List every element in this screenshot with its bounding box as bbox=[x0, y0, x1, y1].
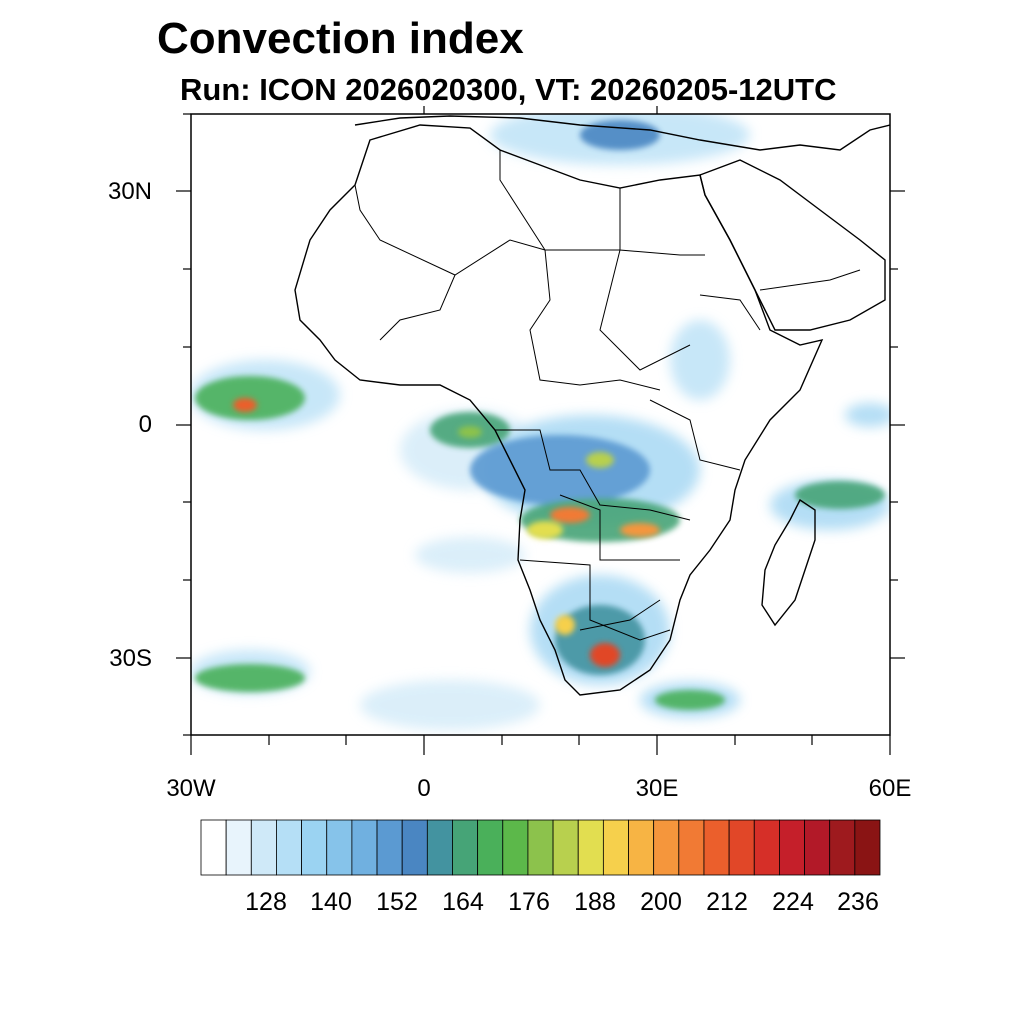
border-11 bbox=[579, 599, 661, 631]
field-ethiopia bbox=[670, 320, 730, 400]
colorbar-label-2: 152 bbox=[376, 888, 418, 916]
field-south-atlantic bbox=[415, 537, 525, 573]
colorbar-label-6: 200 bbox=[640, 888, 682, 916]
lat-label-30s: 30S bbox=[109, 645, 152, 672]
hotspot-angola bbox=[527, 521, 563, 539]
colorbar-swatch-8 bbox=[401, 819, 428, 876]
colorbar-swatch-24 bbox=[804, 819, 831, 876]
colorbar-swatch-0 bbox=[200, 819, 227, 876]
lon-label-60e: 60E bbox=[868, 775, 912, 802]
field-se-core bbox=[655, 690, 725, 710]
colorbar-swatch-3 bbox=[276, 819, 302, 876]
coastlines bbox=[294, 115, 890, 696]
colorbar-swatch-13 bbox=[527, 819, 554, 876]
colorbar-swatch-11 bbox=[477, 819, 504, 876]
chart-subtitle: Run: ICON 2026020300, VT: 20260205-12UTC bbox=[180, 72, 837, 107]
field-indian-ocean bbox=[845, 403, 890, 427]
border-3 bbox=[619, 188, 705, 256]
colorbar-swatch-10 bbox=[452, 819, 479, 876]
border-7 bbox=[495, 429, 691, 521]
hotspot-malawi bbox=[620, 523, 660, 537]
colorbar-swatch-21 bbox=[728, 819, 755, 876]
colorbar-swatch-15 bbox=[577, 819, 604, 876]
colorbar-label-7: 212 bbox=[706, 888, 748, 916]
colorbar-label-3: 164 bbox=[442, 888, 484, 916]
colorbar-swatch-9 bbox=[426, 819, 453, 876]
colorbar-swatch-5 bbox=[326, 819, 353, 876]
colorbar-swatch-7 bbox=[376, 819, 403, 876]
colorbar-label-8: 224 bbox=[772, 888, 814, 916]
colorbar-swatch-16 bbox=[602, 819, 629, 876]
border-9 bbox=[559, 494, 680, 561]
lon-label-30w: 30W bbox=[166, 775, 216, 802]
convection-field bbox=[191, 114, 890, 730]
border-6 bbox=[599, 249, 691, 371]
colorbar-swatch-26 bbox=[854, 819, 881, 876]
lat-label-30n: 30N bbox=[107, 178, 152, 205]
chart-title: Convection index bbox=[157, 14, 524, 63]
lon-label-0: 0 bbox=[417, 775, 431, 802]
hotspot-zambia bbox=[550, 507, 590, 523]
colorbar-swatch-23 bbox=[779, 819, 805, 876]
colorbar-label-5: 188 bbox=[574, 888, 616, 916]
colorbar-swatch-1 bbox=[225, 819, 252, 876]
border-10 bbox=[649, 399, 741, 471]
lon-label-30e: 30E bbox=[635, 775, 679, 802]
colorbar-swatch-22 bbox=[753, 819, 780, 876]
hotspot-south-africa bbox=[590, 643, 620, 667]
field-madagascar-core bbox=[795, 481, 885, 509]
border-12 bbox=[699, 294, 761, 331]
field-south-ocean bbox=[360, 680, 540, 730]
axis-ticks bbox=[176, 106, 905, 755]
hotspot-gabon bbox=[458, 426, 482, 438]
border-8 bbox=[519, 559, 671, 641]
lat-label-0: 0 bbox=[138, 411, 152, 438]
arabia-coast bbox=[699, 159, 886, 331]
hotspot-congo bbox=[586, 452, 614, 468]
colorbar-swatch-25 bbox=[829, 819, 856, 876]
field-med bbox=[580, 120, 660, 150]
colorbar-label-9: 236 bbox=[837, 888, 879, 916]
border-5 bbox=[529, 249, 661, 391]
field-sw-band bbox=[195, 664, 305, 692]
madagascar-coast bbox=[761, 498, 816, 627]
colorbar-label-0: 128 bbox=[245, 888, 287, 916]
colorbar-swatch-12 bbox=[502, 819, 529, 876]
hotspot-atlantic bbox=[233, 398, 257, 412]
colorbar-swatch-17 bbox=[628, 819, 655, 876]
colorbar-swatch-14 bbox=[552, 819, 579, 876]
border-4 bbox=[379, 274, 456, 341]
colorbar-swatch-20 bbox=[703, 819, 730, 876]
colorbar-swatch-19 bbox=[678, 819, 705, 876]
field-atlantic-core bbox=[195, 376, 305, 420]
hotspot-namibia bbox=[555, 615, 575, 635]
field-kalahari bbox=[555, 605, 645, 675]
colorbar-swatch-4 bbox=[301, 819, 328, 876]
colorbar-swatch-6 bbox=[351, 819, 378, 876]
colorbar-swatch-18 bbox=[653, 819, 680, 876]
europe-coast bbox=[354, 115, 890, 151]
country-borders bbox=[354, 150, 861, 641]
border-1 bbox=[354, 184, 620, 276]
colorbar-swatch-2 bbox=[250, 819, 277, 876]
colorbar-label-1: 140 bbox=[310, 888, 352, 916]
border-2 bbox=[499, 150, 546, 251]
colorbar-label-4: 176 bbox=[508, 888, 550, 916]
africa-coast bbox=[294, 124, 824, 696]
border-13 bbox=[759, 269, 861, 291]
colorbar bbox=[200, 819, 881, 876]
